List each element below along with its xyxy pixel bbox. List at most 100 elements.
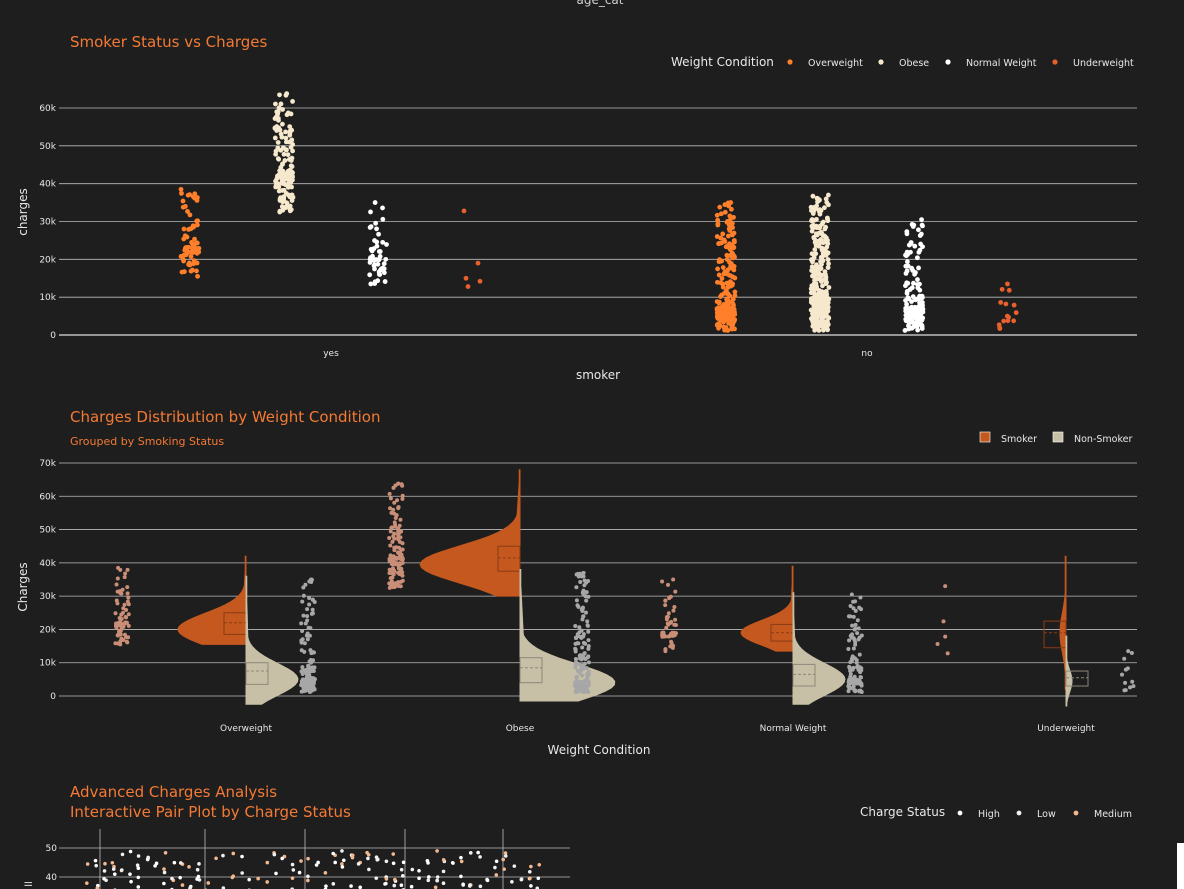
violin-point-smoker[interactable] (388, 496, 393, 501)
violin-point-smoker[interactable] (126, 612, 131, 617)
violin-point-non-smoker[interactable] (848, 660, 853, 665)
strip-point-obese[interactable] (289, 184, 295, 190)
strip-point-normal-weight[interactable] (911, 320, 917, 326)
strip-point-obese[interactable] (826, 261, 831, 267)
violin-point-non-smoker[interactable] (850, 632, 855, 637)
violin-point-smoker[interactable] (121, 638, 126, 643)
strip-point-normal-weight[interactable] (367, 260, 373, 265)
violin-point-smoker[interactable] (388, 576, 393, 581)
strip-point-obese[interactable] (277, 127, 283, 133)
violin-point-non-smoker[interactable] (584, 672, 589, 677)
strip-point-normal-weight[interactable] (918, 241, 924, 247)
pair-point-high[interactable] (399, 883, 404, 888)
legend-label-non-smoker[interactable]: Non-Smoker (1074, 434, 1132, 445)
strip-point-obese[interactable] (823, 312, 829, 318)
violin-point-non-smoker[interactable] (584, 666, 589, 671)
pair-point-low[interactable] (366, 856, 370, 861)
violin-point-non-smoker[interactable] (1131, 684, 1136, 689)
violin-point-non-smoker[interactable] (302, 649, 307, 654)
legend-label-underweight[interactable]: Underweight (1073, 58, 1134, 69)
strip-point-obese[interactable] (818, 259, 823, 264)
violin-point-smoker[interactable] (400, 573, 405, 578)
strip-point-normal-weight[interactable] (919, 306, 924, 312)
violin-point-smoker[interactable] (400, 493, 405, 498)
violin-point-non-smoker[interactable] (846, 684, 851, 689)
violin-point-non-smoker[interactable] (306, 668, 311, 673)
violin-point-non-smoker[interactable] (859, 675, 864, 680)
pair-point-medium[interactable] (214, 856, 218, 861)
violin-non-smoker-obese[interactable] (519, 569, 616, 702)
strip-point-obese[interactable] (809, 264, 815, 270)
violin-point-non-smoker[interactable] (853, 626, 858, 631)
strip-point-normal-weight[interactable] (906, 323, 911, 329)
strip-point-normal-weight[interactable] (384, 242, 389, 247)
strip-point-normal-weight[interactable] (375, 261, 381, 267)
violin-point-non-smoker[interactable] (300, 629, 305, 634)
pair-point-high[interactable] (459, 874, 463, 879)
violin-point-smoker[interactable] (126, 595, 131, 600)
violin-point-smoker[interactable] (660, 579, 665, 584)
strip-point-overweight[interactable] (178, 186, 184, 192)
strip-point-obese[interactable] (288, 163, 294, 169)
violin-point-smoker[interactable] (388, 543, 393, 548)
pair-point-medium[interactable] (529, 864, 533, 869)
pair-point-low[interactable] (170, 876, 174, 881)
strip-point-underweight[interactable] (999, 286, 1005, 292)
strip-point-overweight[interactable] (727, 213, 733, 219)
strip-point-normal-weight[interactable] (383, 256, 389, 262)
violin-point-smoker[interactable] (387, 567, 392, 572)
violin-point-smoker[interactable] (663, 603, 668, 608)
violin-point-smoker[interactable] (388, 506, 393, 511)
violin-point-non-smoker[interactable] (299, 640, 304, 645)
violin-point-non-smoker[interactable] (307, 595, 312, 600)
strip-point-overweight[interactable] (731, 253, 737, 259)
pair-point-high[interactable] (409, 884, 414, 889)
strip-point-obese[interactable] (820, 283, 825, 289)
strip-point-obese[interactable] (824, 298, 830, 304)
violin-point-non-smoker[interactable] (310, 665, 315, 670)
strip-point-obese[interactable] (810, 295, 816, 301)
strip-point-underweight[interactable] (475, 260, 481, 266)
pair-point-high[interactable] (340, 865, 345, 869)
violin-point-smoker[interactable] (399, 557, 404, 562)
violin-point-non-smoker[interactable] (853, 642, 858, 647)
violin-point-smoker[interactable] (396, 564, 401, 569)
violin-point-smoker[interactable] (397, 539, 402, 544)
pair-point-low[interactable] (519, 877, 524, 882)
pair-point-low[interactable] (510, 880, 514, 884)
violin-point-non-smoker[interactable] (574, 585, 579, 590)
strip-point-obese[interactable] (809, 224, 815, 230)
violin-point-non-smoker[interactable] (847, 638, 852, 643)
strip-point-obese[interactable] (283, 92, 289, 98)
strip-point-obese[interactable] (809, 251, 815, 257)
pair-point-low[interactable] (399, 867, 404, 872)
violin-non-smoker-overweight[interactable] (245, 575, 299, 705)
violin-point-smoker[interactable] (396, 481, 401, 486)
strip-point-obese[interactable] (826, 202, 831, 208)
violin-point-smoker[interactable] (396, 583, 401, 588)
violin-point-non-smoker[interactable] (311, 685, 316, 690)
strip-point-obese[interactable] (275, 115, 281, 121)
strip-point-obese[interactable] (280, 121, 285, 127)
strip-point-normal-weight[interactable] (373, 220, 379, 226)
pair-point-high[interactable] (297, 870, 302, 875)
pair-point-low[interactable] (441, 869, 446, 874)
violin-point-non-smoker[interactable] (851, 636, 856, 641)
strip-point-obese[interactable] (290, 148, 295, 154)
strip-point-normal-weight[interactable] (911, 324, 917, 330)
strip-point-overweight[interactable] (194, 195, 200, 200)
strip-point-obese[interactable] (290, 98, 295, 104)
pair-point-low[interactable] (340, 849, 344, 853)
strip-point-obese[interactable] (809, 257, 814, 263)
strip-point-normal-weight[interactable] (381, 270, 387, 276)
pair-point-low[interactable] (178, 861, 183, 865)
strip-point-obese[interactable] (287, 167, 293, 173)
violin-point-non-smoker[interactable] (581, 588, 586, 593)
violin-point-non-smoker[interactable] (1123, 688, 1128, 693)
pair-point-high[interactable] (391, 861, 396, 866)
pair-point-high[interactable] (93, 858, 98, 863)
strip-point-obese[interactable] (286, 156, 292, 162)
strip-point-normal-weight[interactable] (916, 249, 922, 255)
violin-point-non-smoker[interactable] (573, 624, 578, 629)
pair-point-medium[interactable] (494, 873, 499, 877)
